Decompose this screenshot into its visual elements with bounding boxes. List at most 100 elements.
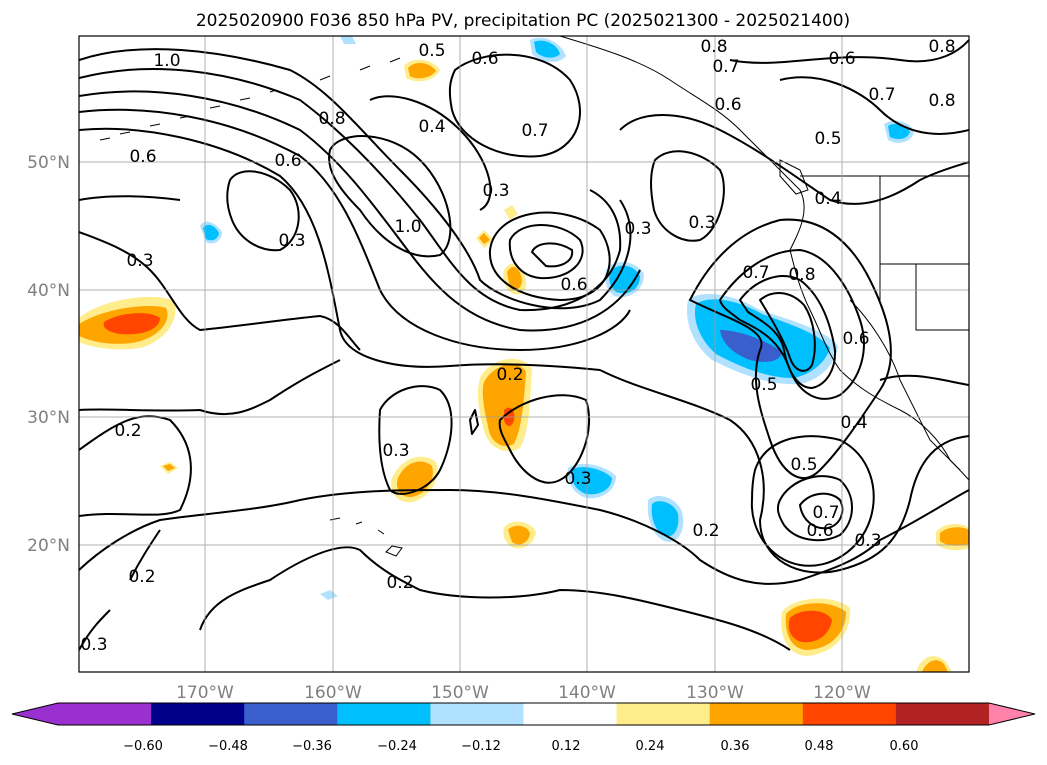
contour-label: 0.7 — [868, 85, 895, 105]
contour-label: 0.6 — [714, 95, 741, 115]
contour-label: 0.3 — [482, 181, 509, 201]
colorbar-tick-label: −0.12 — [461, 739, 501, 754]
pv-contour-line — [79, 68, 622, 312]
contour-label: 0.2 — [386, 573, 413, 593]
hawaii-islands — [329, 517, 403, 557]
precip-positive-patch — [479, 233, 490, 244]
colorbar-tick-label: 0.12 — [552, 739, 581, 754]
contour-label: 0.6 — [842, 329, 869, 349]
pv-contour-line — [599, 369, 969, 574]
pv-contour-line — [650, 150, 725, 242]
pv-contour-line — [779, 76, 969, 135]
colorbar-tick-labels: −0.60 −0.48 −0.36 −0.24 −0.12 0.12 0.24 … — [123, 739, 918, 754]
pv-contour-line — [879, 374, 969, 386]
pv-contour-line — [488, 211, 611, 301]
pv-contour-line — [199, 546, 791, 651]
lon-label: 140°W — [558, 683, 616, 703]
contour-label: 0.3 — [688, 213, 715, 233]
contour-label: 0.2 — [128, 567, 155, 587]
colorbar-segment — [337, 703, 431, 725]
contour-label: 1.0 — [153, 51, 180, 71]
pv-contour-line — [79, 415, 192, 517]
pv-contour-line — [498, 394, 591, 484]
contour-label: 0.6 — [274, 151, 301, 171]
pv-contour-line — [79, 609, 111, 651]
contour-label: 0.3 — [80, 635, 107, 655]
contour-label: 0.8 — [788, 265, 815, 285]
pv-contour-line — [328, 135, 452, 258]
colorbar-segment — [616, 703, 711, 725]
colorbar-tick-label: 0.36 — [721, 739, 750, 754]
pv-contour-line — [448, 53, 581, 158]
contour-label: 0.5 — [814, 129, 841, 149]
contour-label: 0.3 — [564, 469, 591, 489]
lat-label: 50°N — [27, 153, 70, 173]
colorbar-tick-label: −0.60 — [123, 739, 163, 754]
pv-contour-line — [79, 359, 341, 416]
colorbar-tick-label: 0.60 — [890, 739, 919, 754]
pv-contour-line — [129, 529, 161, 581]
pv-contour-line — [619, 114, 969, 205]
colorbar-segment — [523, 703, 618, 725]
pv-contour-line — [729, 39, 969, 64]
north-america-coastline — [559, 36, 969, 481]
pv-contour-line — [531, 242, 574, 268]
colorbar — [11, 702, 1036, 726]
precip-positive-patch — [482, 364, 526, 446]
contour-label: 0.4 — [814, 189, 841, 209]
pv-contour-line — [79, 489, 969, 585]
colorbar-segment — [58, 703, 152, 725]
contour-label: 0.7 — [742, 263, 769, 283]
gulf-of-california-coast — [849, 299, 961, 471]
pv-contour-line — [759, 292, 816, 372]
precip-negative-patch — [203, 224, 219, 241]
contour-label: 0.3 — [126, 251, 153, 271]
colorbar-tick-label: −0.48 — [208, 739, 248, 754]
lat-label: 40°N — [27, 281, 70, 301]
contour-label: 0.2 — [496, 365, 523, 385]
precip-negative-patch — [609, 265, 640, 294]
lon-label: 130°W — [686, 683, 744, 703]
colorbar-segment — [709, 703, 804, 725]
colorbar-segment — [430, 703, 524, 725]
pv-contour-line — [750, 435, 875, 567]
state-border-line — [915, 264, 969, 331]
precip-positive-patch — [922, 660, 948, 672]
contour-label: 0.2 — [114, 421, 141, 441]
contour-label: 0.6 — [471, 49, 498, 69]
contour-label: 0.2 — [692, 521, 719, 541]
precip-negative-patch — [694, 299, 830, 378]
pv-contour-line — [79, 231, 361, 351]
contour-label: 0.6 — [129, 147, 156, 167]
lon-label: 150°W — [431, 683, 489, 703]
lat-label: 20°N — [27, 536, 70, 556]
contour-label: 0.7 — [712, 57, 739, 77]
precip-positive-patch — [508, 525, 530, 545]
colorbar-tick-label: −0.24 — [377, 739, 417, 754]
contour-label: 0.8 — [928, 37, 955, 57]
colorbar-segment — [151, 703, 245, 725]
contour-label: 0.6 — [828, 49, 855, 69]
precip-positive-patch — [507, 266, 522, 290]
vancouver-island-outline — [779, 159, 809, 195]
contour-label: 0.6 — [560, 275, 587, 295]
precip-positive-patch — [504, 205, 518, 220]
map-frame — [78, 35, 970, 673]
pv-contour-line — [79, 195, 181, 201]
colorbar-segment — [802, 703, 897, 725]
colorbar-segment — [895, 703, 990, 725]
pv-contours — [79, 39, 969, 651]
contour-label: 0.7 — [812, 503, 839, 523]
pv-contour-line — [79, 90, 641, 332]
map-panel: 1.0 0.5 0.6 0.8 0.7 0.6 0.8 0.7 0.8 0.4 … — [78, 35, 970, 673]
pv-contour-line — [508, 224, 584, 280]
lat-label: 30°N — [27, 408, 70, 428]
colorbar-tick-label: 0.24 — [636, 739, 665, 754]
pv-contour-line — [469, 409, 479, 435]
pv-contour-line — [719, 249, 865, 400]
contour-label: 0.8 — [700, 37, 727, 57]
longitude-labels: 170°W 160°W 150°W 140°W 130°W 120°W — [176, 683, 871, 703]
colorbar-extend-min — [12, 703, 58, 725]
precip-positive-patch — [163, 464, 175, 471]
